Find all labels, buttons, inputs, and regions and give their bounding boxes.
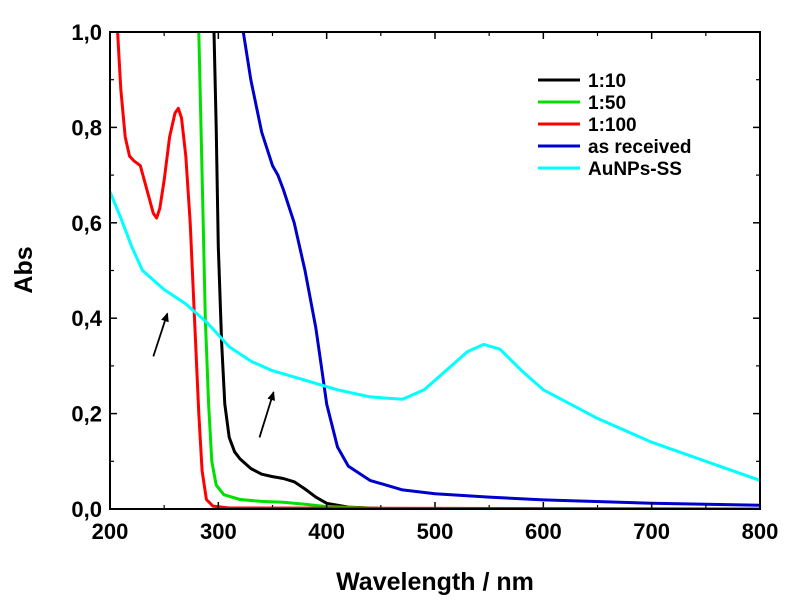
x-axis-label: Wavelength / nm — [336, 568, 534, 596]
annotation-arrow-0 — [152, 312, 169, 357]
x-tick-label: 300 — [200, 519, 237, 544]
series-line-4 — [110, 190, 760, 482]
series-layer — [110, 32, 760, 509]
legend-label-1: 1:50 — [588, 93, 626, 114]
plot-frame — [109, 31, 761, 510]
x-tick-label: 200 — [92, 519, 129, 544]
y-tick-label: 0,2 — [71, 402, 102, 427]
y-tick-label: 0,6 — [71, 211, 102, 236]
annotation-layer — [152, 312, 276, 438]
y-axis-label: Abs — [10, 246, 38, 293]
x-tick-label: 600 — [525, 519, 562, 544]
x-tick-label: 700 — [633, 519, 670, 544]
legend-label-3: as received — [588, 137, 692, 158]
series-line-3 — [241, 32, 760, 507]
x-tick-label: 400 — [308, 519, 345, 544]
series-line-2 — [116, 32, 760, 509]
legend-label-4: AuNPs-SS — [588, 159, 682, 180]
y-tick-label: 0,8 — [71, 115, 102, 140]
y-tick-label: 1,0 — [71, 20, 102, 45]
series-line-0 — [212, 32, 760, 509]
legend-label-2: 1:100 — [588, 115, 637, 136]
x-tick-label: 800 — [742, 519, 779, 544]
y-tick-label: 0,4 — [71, 306, 102, 331]
series-line-1 — [197, 32, 760, 509]
x-tick-label: 500 — [417, 519, 454, 544]
y-tick-label: 0,0 — [71, 497, 102, 522]
tick-layer: 200 300 400 500 600 700 800 0,0 0,2 0,4 0,6 0,8 1,0 — [71, 20, 778, 544]
annotation-arrow-1 — [258, 391, 276, 438]
legend-label-0: 1:10 — [588, 71, 626, 92]
